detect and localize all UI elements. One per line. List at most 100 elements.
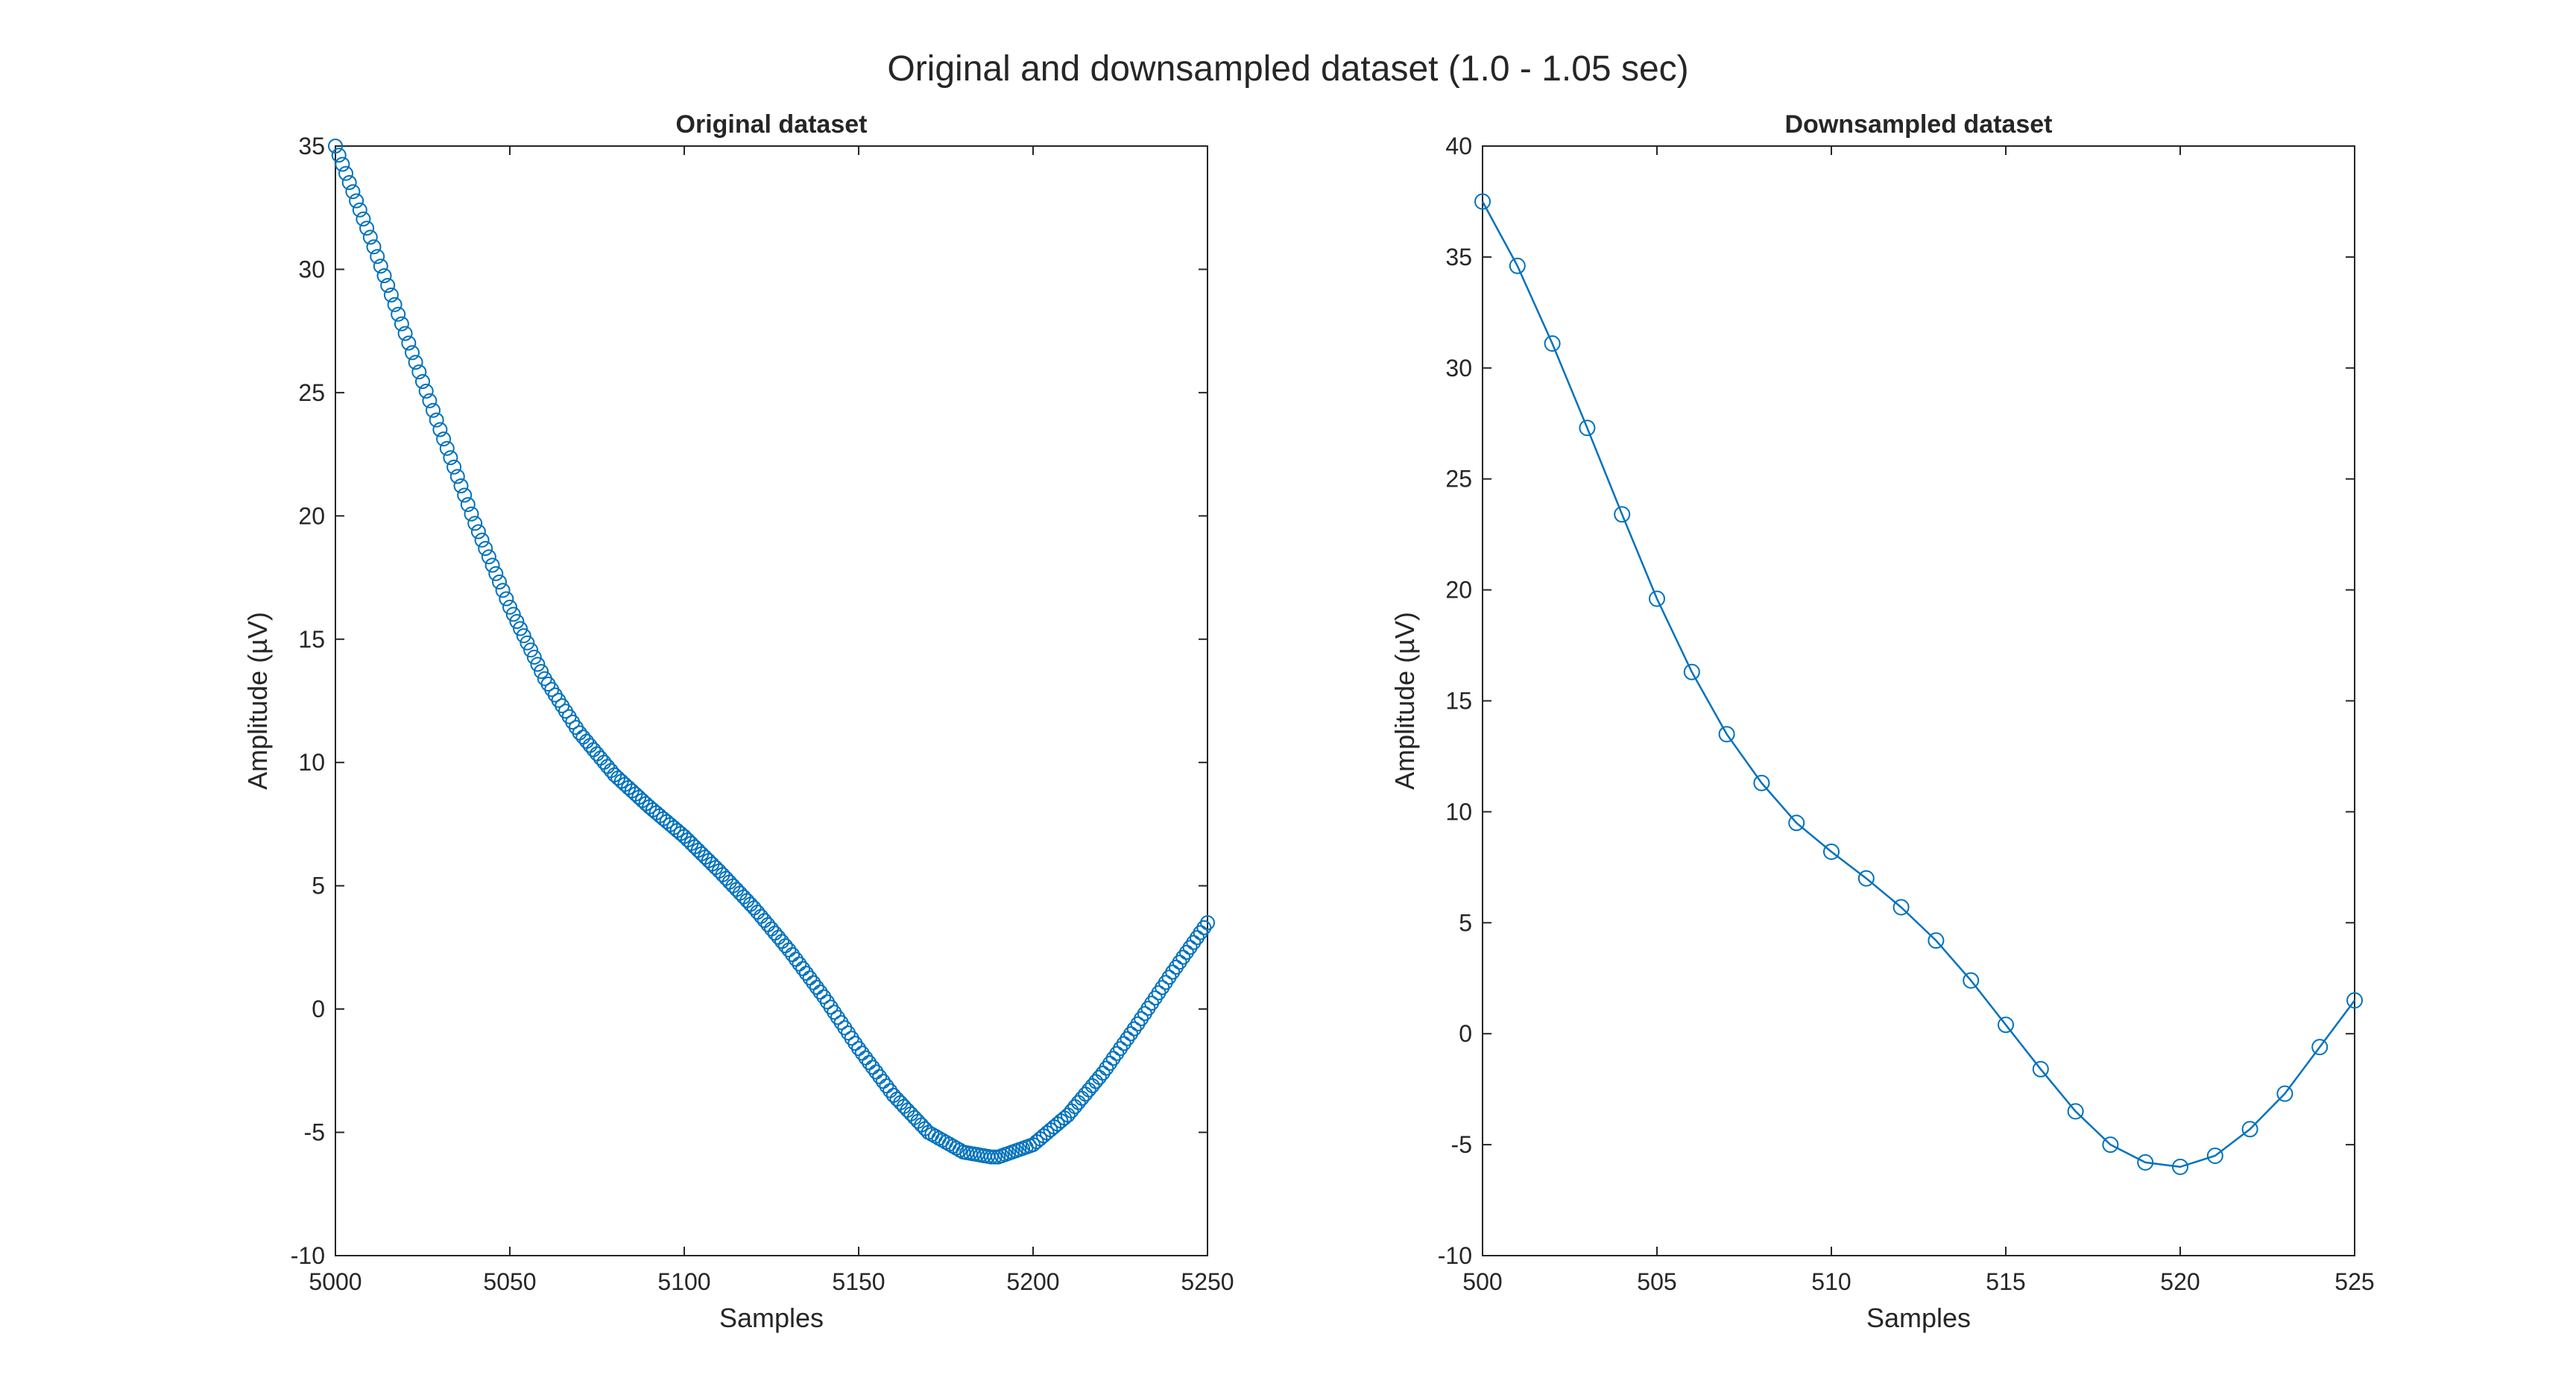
data-point-marker bbox=[513, 621, 528, 636]
data-point-marker bbox=[781, 942, 797, 958]
data-point-marker bbox=[484, 557, 500, 573]
data-point-marker bbox=[405, 345, 420, 361]
data-point-marker bbox=[376, 268, 392, 283]
x-axis-label: Samples bbox=[719, 1303, 824, 1333]
data-point-marker bbox=[495, 583, 511, 598]
data-point-marker bbox=[1579, 420, 1596, 437]
data-point-marker bbox=[1718, 726, 1735, 743]
data-point-marker bbox=[2276, 1085, 2294, 1102]
data-point-marker bbox=[338, 165, 353, 181]
data-point-marker bbox=[812, 984, 828, 1000]
data-point-marker bbox=[464, 506, 479, 522]
y-axis-label: Amplitude (µV) bbox=[242, 612, 273, 790]
data-point-marker bbox=[418, 383, 434, 399]
series-line bbox=[1481, 200, 2356, 1168]
y-axis-label: Amplitude (µV) bbox=[1389, 612, 1420, 790]
x-tick-label: 5200 bbox=[1006, 1268, 1059, 1295]
data-point-marker bbox=[1105, 1051, 1121, 1066]
data-point-marker bbox=[851, 1041, 866, 1057]
data-point-marker bbox=[429, 412, 444, 428]
data-point-marker bbox=[1126, 1021, 1142, 1037]
data-point-marker bbox=[370, 249, 385, 265]
data-point-marker bbox=[1182, 940, 1198, 955]
data-point-marker bbox=[352, 202, 367, 218]
data-point-marker bbox=[1123, 1026, 1138, 1042]
y-tick-label: 10 bbox=[1445, 798, 1472, 825]
data-point-marker bbox=[380, 278, 396, 293]
data-point-marker bbox=[1788, 814, 1805, 832]
data-point-marker bbox=[453, 478, 469, 493]
data-point-marker bbox=[1823, 844, 1840, 860]
data-point-marker bbox=[530, 657, 546, 672]
data-point-marker bbox=[1614, 506, 1631, 523]
x-tick-label: 5000 bbox=[309, 1268, 362, 1295]
x-tick-label: 5050 bbox=[483, 1268, 536, 1295]
y-tick-label: 35 bbox=[1445, 244, 1472, 271]
y-tick-label: -5 bbox=[304, 1119, 325, 1146]
original-dataset-axes: 5000 5050 5100 5150 5200 5250 -10 -5 0 5 10 15 20 25 3… bbox=[242, 110, 1234, 1333]
data-point-marker bbox=[478, 541, 493, 556]
data-point-marker bbox=[331, 148, 347, 163]
y-tick-label: 25 bbox=[1445, 466, 1472, 493]
x-tick-label: 5150 bbox=[832, 1268, 885, 1295]
data-point-marker bbox=[534, 664, 549, 680]
data-point-marker bbox=[1099, 1060, 1114, 1076]
x-tick-label: 500 bbox=[1462, 1268, 1502, 1295]
data-point-marker bbox=[341, 175, 357, 190]
y-tick-label: 30 bbox=[1445, 355, 1472, 382]
data-point-marker bbox=[408, 355, 423, 370]
data-point-marker bbox=[2172, 1158, 2188, 1175]
data-point-marker bbox=[868, 1064, 884, 1080]
data-point-marker bbox=[1892, 899, 1910, 916]
data-point-marker bbox=[1165, 964, 1181, 980]
y-tick-label: 15 bbox=[298, 626, 325, 653]
data-point-marker bbox=[391, 306, 406, 322]
data-point-marker bbox=[862, 1054, 877, 1070]
data-point-marker bbox=[457, 487, 473, 503]
data-point-marker bbox=[505, 607, 521, 622]
data-point-marker bbox=[2206, 1148, 2223, 1164]
data-point-marker bbox=[1193, 925, 1208, 940]
y-tick-label: 40 bbox=[1445, 133, 1472, 159]
data-point-marker bbox=[798, 966, 814, 981]
data-point-marker bbox=[1753, 774, 1770, 791]
data-point-marker bbox=[1120, 1031, 1135, 1046]
data-point-marker bbox=[394, 316, 409, 332]
data-point-marker bbox=[362, 230, 378, 245]
data-point-marker bbox=[523, 642, 539, 658]
data-point-marker bbox=[1095, 1066, 1111, 1081]
data-point-marker bbox=[2346, 992, 2363, 1009]
y-tick-label: -10 bbox=[1438, 1242, 1472, 1269]
data-point-marker bbox=[509, 614, 525, 629]
y-tick-label: 25 bbox=[298, 379, 325, 406]
data-point-marker bbox=[952, 1142, 967, 1158]
x-tick-label: 520 bbox=[2160, 1268, 2200, 1295]
data-point-marker bbox=[809, 980, 824, 995]
data-point-marker bbox=[1928, 932, 1945, 949]
data-point-marker bbox=[387, 297, 402, 312]
x-tick-label: 5100 bbox=[657, 1268, 710, 1295]
y-tick-label: 30 bbox=[298, 256, 325, 282]
downsampled-dataset-axes: 500 505 510 515 520 525-10-50510152025303540D… bbox=[1389, 110, 2375, 1333]
data-point-marker bbox=[467, 516, 483, 531]
data-point-marker bbox=[481, 549, 496, 565]
data-point-marker bbox=[1998, 1016, 2014, 1034]
x-tick-label: 505 bbox=[1637, 1268, 1676, 1295]
data-point-marker bbox=[383, 287, 399, 303]
data-point-marker bbox=[401, 335, 417, 351]
data-point-marker bbox=[879, 1078, 894, 1094]
data-point-marker bbox=[1172, 955, 1187, 970]
data-point-marker bbox=[1178, 945, 1194, 960]
data-point-marker bbox=[2032, 1060, 2049, 1078]
y-tick-label: 15 bbox=[1445, 688, 1472, 715]
data-point-marker bbox=[1683, 663, 1700, 680]
data-point-marker bbox=[1474, 193, 1491, 210]
y-tick-label: 5 bbox=[1459, 909, 1472, 936]
y-tick-label: 35 bbox=[298, 133, 325, 159]
data-point-marker bbox=[1196, 920, 1212, 935]
data-point-marker bbox=[516, 628, 531, 644]
data-point-marker bbox=[2311, 1039, 2329, 1056]
x-tick-label: 5250 bbox=[1181, 1268, 1234, 1295]
